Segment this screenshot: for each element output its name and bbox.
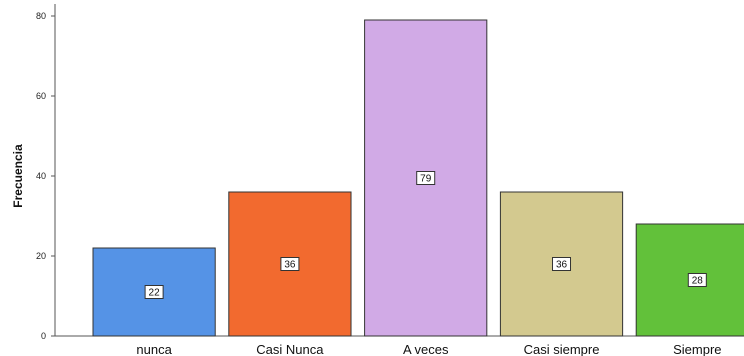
y-tick-label: 40 <box>36 171 46 181</box>
y-tick-label: 80 <box>36 11 46 21</box>
category-label: A veces <box>403 342 449 356</box>
data-label-box <box>687 273 707 287</box>
data-label: 36 <box>556 260 568 271</box>
data-label-box <box>280 257 300 271</box>
data-label: 22 <box>149 288 161 299</box>
y-tick-label: 0 <box>41 331 46 341</box>
y-axis-label: Frecuencia <box>11 144 25 208</box>
data-label: 79 <box>420 174 432 185</box>
data-label: 36 <box>284 260 296 271</box>
data-labels: 22 36 79 36 28 <box>144 171 707 299</box>
category-label: Casi siempre <box>524 342 600 356</box>
y-tick-label: 20 <box>36 251 46 261</box>
data-label-box <box>416 171 436 185</box>
data-label-box <box>552 257 572 271</box>
category-labels: nunca Casi Nunca A veces Casi siempre Siempr… <box>136 342 721 356</box>
category-label: nunca <box>136 342 172 356</box>
data-label-box <box>144 285 164 299</box>
data-label: 28 <box>692 276 704 287</box>
y-tick-label: 60 <box>36 91 46 101</box>
category-label: Siempre <box>673 342 721 356</box>
bars <box>92 19 744 337</box>
category-label: Casi Nunca <box>256 342 324 356</box>
